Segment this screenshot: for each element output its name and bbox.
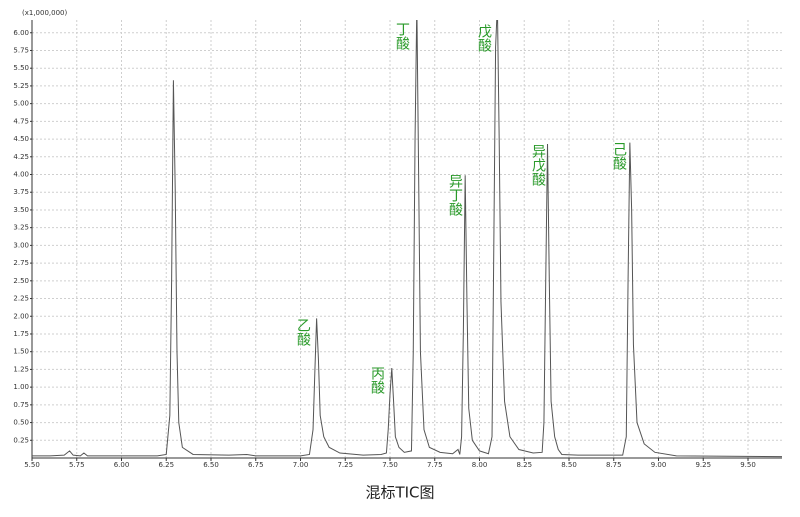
y-tick-label: 3.00 [13,241,29,249]
y-tick-label: 3.25 [13,224,29,232]
x-tick-label: 9.50 [740,461,756,469]
y-tick-label: 4.25 [13,153,29,161]
y-tick-label: 5.75 [13,46,29,54]
x-tick-label: 6.25 [158,461,174,469]
y-tick-label: 2.00 [13,312,29,320]
peak-label: 戊酸 [476,24,492,52]
peak-label: 丁酸 [394,22,410,50]
x-tick-label: 7.75 [427,461,443,469]
x-tick-label: 8.75 [606,461,622,469]
y-tick-label: 1.00 [13,383,29,391]
trace-line [32,20,782,458]
x-tick-label: 5.50 [24,461,40,469]
y-tick-label: 4.75 [13,117,29,125]
y-tick-label: 6.00 [13,29,29,37]
x-tick-label: 6.75 [248,461,264,469]
y-tick-label: 5.00 [13,100,29,108]
y-tick-label: 3.75 [13,188,29,196]
y-tick-label: 0.50 [13,419,29,427]
x-tick-label: 7.25 [337,461,353,469]
x-tick-label: 9.25 [695,461,711,469]
y-tick-label: 1.50 [13,348,29,356]
y-tick-label: 3.50 [13,206,29,214]
y-tick-label: 4.50 [13,135,29,143]
x-tick-label: 7.00 [293,461,309,469]
y-tick-label: 2.75 [13,259,29,267]
y-tick-label: 5.50 [13,64,29,72]
chart-title: 混标TIC图 [365,484,434,502]
x-tick-label: 5.75 [69,461,85,469]
y-tick-label: 1.25 [13,365,29,373]
y-tick-label: 5.25 [13,82,29,90]
y-tick-label: 0.75 [13,401,29,409]
x-tick-label: 6.50 [203,461,219,469]
peak-label: 异丁酸 [447,174,463,216]
x-tick-label: 7.50 [382,461,398,469]
y-tick-label: 2.25 [13,295,29,303]
x-tick-label: 8.25 [516,461,532,469]
peak-label: 己酸 [611,142,627,170]
peak-label: 乙酸 [295,318,311,346]
peak-label: 异戊酸 [530,144,546,186]
x-tick-label: 8.50 [561,461,577,469]
y-tick-label: 0.25 [13,436,29,444]
y-tick-label: 2.50 [13,277,29,285]
x-tick-label: 8.00 [472,461,488,469]
y-axis-label: (x1,000,000) [22,9,67,17]
y-tick-label: 1.75 [13,330,29,338]
y-tick-label: 4.00 [13,171,29,179]
peak-label: 丙酸 [369,366,385,394]
x-tick-label: 9.00 [651,461,667,469]
x-tick-label: 6.00 [114,461,130,469]
